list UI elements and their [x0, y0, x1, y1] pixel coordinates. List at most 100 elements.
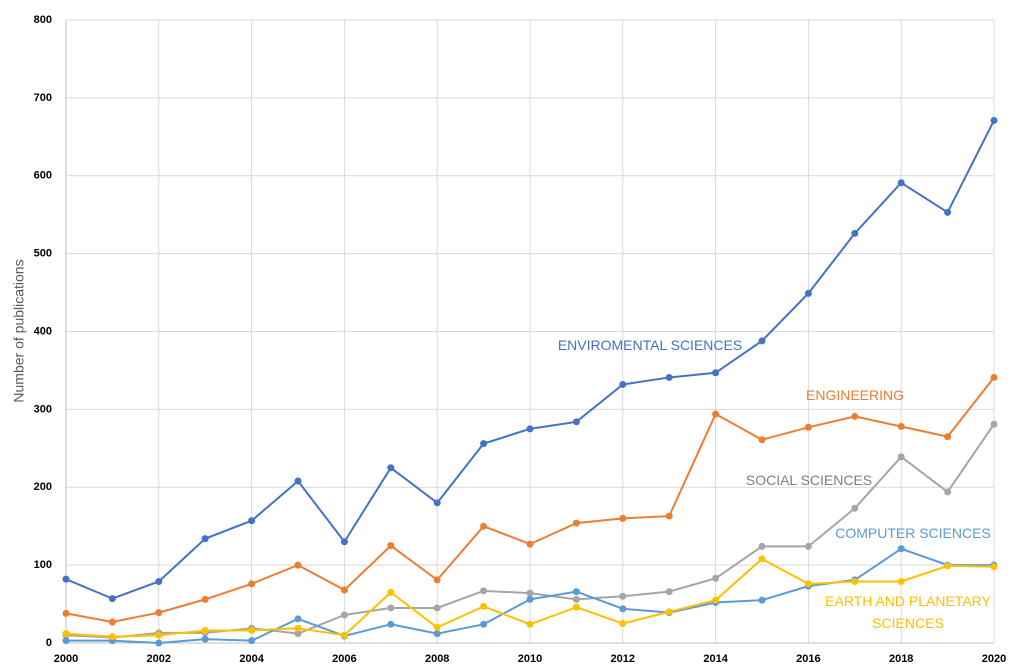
series-label: EARTH AND PLANETARY SCIENCES — [825, 593, 991, 631]
y-axis-label: Number of publications — [11, 259, 27, 402]
data-point — [851, 412, 859, 420]
data-point — [387, 620, 395, 628]
data-point — [619, 620, 627, 628]
data-point — [712, 369, 720, 377]
data-point — [248, 637, 256, 645]
data-point — [572, 519, 580, 527]
data-point — [155, 609, 163, 617]
data-point — [340, 586, 348, 594]
data-point — [944, 488, 952, 496]
data-point — [155, 639, 163, 647]
data-point — [248, 517, 256, 525]
data-point — [619, 514, 627, 522]
data-point — [62, 630, 70, 638]
data-point — [526, 540, 534, 548]
y-tick-label: 700 — [34, 92, 52, 104]
x-tick-label: 2012 — [611, 653, 635, 665]
data-point — [712, 574, 720, 582]
data-point — [944, 433, 952, 441]
data-point — [758, 436, 766, 444]
data-point — [201, 535, 209, 543]
x-tick-label: 2004 — [239, 653, 264, 665]
data-point — [294, 615, 302, 623]
data-point — [619, 380, 627, 388]
series-label: ENVIROMENTAL SCIENCES — [557, 337, 743, 353]
x-tick-label: 2002 — [147, 653, 171, 665]
data-point — [108, 618, 116, 626]
data-point — [804, 289, 812, 297]
data-point — [897, 423, 905, 431]
data-point — [897, 453, 905, 461]
data-point — [294, 477, 302, 485]
data-point — [340, 538, 348, 546]
data-point — [526, 589, 534, 597]
series-label: ENGINEERING — [805, 387, 905, 403]
data-point — [572, 595, 580, 603]
data-point — [944, 562, 952, 570]
data-point — [480, 440, 488, 448]
data-point — [387, 542, 395, 550]
data-point — [155, 631, 163, 639]
data-point — [758, 555, 766, 563]
data-point — [619, 592, 627, 600]
data-point — [897, 545, 905, 553]
data-point — [665, 588, 673, 596]
data-point — [944, 208, 952, 216]
y-tick-label: 800 — [34, 14, 52, 26]
data-point — [108, 595, 116, 603]
x-tick-label: 2000 — [54, 653, 78, 665]
data-point — [248, 627, 256, 635]
x-tick-label: 2016 — [796, 653, 820, 665]
data-point — [294, 624, 302, 632]
data-point — [712, 596, 720, 604]
data-point — [340, 611, 348, 619]
data-point — [990, 373, 998, 381]
data-point — [526, 620, 534, 628]
x-tick-label: 2008 — [425, 653, 449, 665]
x-tick-label: 2006 — [332, 653, 356, 665]
data-point — [201, 595, 209, 603]
data-point — [572, 603, 580, 611]
data-point — [248, 580, 256, 588]
x-tick-label: 2020 — [982, 653, 1006, 665]
data-point — [758, 596, 766, 604]
data-point — [201, 627, 209, 635]
data-point — [804, 423, 812, 431]
data-point — [433, 604, 441, 612]
data-point — [758, 337, 766, 345]
data-point — [62, 609, 70, 617]
data-point — [201, 635, 209, 643]
data-point — [990, 116, 998, 124]
data-point — [294, 630, 302, 638]
data-point — [851, 577, 859, 585]
data-point — [897, 179, 905, 187]
y-tick-label: 300 — [34, 403, 52, 415]
data-point — [526, 425, 534, 433]
data-point — [433, 576, 441, 584]
y-tick-label: 0 — [46, 637, 52, 649]
data-point — [480, 620, 488, 628]
data-point — [433, 630, 441, 638]
x-tick-label: 2014 — [703, 653, 728, 665]
data-point — [758, 542, 766, 550]
data-point — [572, 588, 580, 596]
data-point — [387, 464, 395, 472]
data-point — [712, 410, 720, 418]
data-point — [340, 631, 348, 639]
data-point — [433, 623, 441, 631]
data-point — [387, 588, 395, 596]
data-point — [62, 637, 70, 645]
data-point — [294, 561, 302, 569]
data-point — [155, 577, 163, 585]
data-point — [804, 580, 812, 588]
x-tick-label: 2018 — [889, 653, 913, 665]
data-point — [387, 604, 395, 612]
y-tick-label: 500 — [34, 248, 52, 260]
y-tick-label: 400 — [34, 325, 52, 337]
y-tick-label: 600 — [34, 170, 52, 182]
data-point — [480, 587, 488, 595]
data-point — [572, 418, 580, 426]
data-point — [480, 602, 488, 610]
